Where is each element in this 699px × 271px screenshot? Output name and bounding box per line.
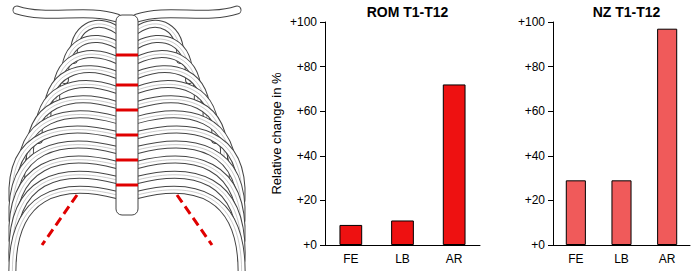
svg-text:AR: AR: [446, 252, 463, 266]
svg-text:+80: +80: [525, 60, 546, 74]
svg-text:+0: +0: [303, 238, 317, 252]
svg-text:+100: +100: [290, 15, 317, 29]
svg-text:+0: +0: [531, 238, 545, 252]
svg-text:FE: FE: [568, 252, 583, 266]
svg-text:+40: +40: [297, 149, 318, 163]
svg-text:NZ T1-T12: NZ T1-T12: [593, 4, 661, 20]
svg-text:+100: +100: [518, 15, 545, 29]
svg-text:LB: LB: [614, 252, 629, 266]
svg-text:+20: +20: [525, 193, 546, 207]
svg-text:+80: +80: [297, 60, 318, 74]
svg-text:+60: +60: [525, 104, 546, 118]
svg-text:Relative change in %: Relative change in %: [269, 72, 284, 195]
svg-text:FE: FE: [343, 252, 358, 266]
svg-text:ROM T1-T12: ROM T1-T12: [367, 4, 449, 20]
svg-text:+20: +20: [297, 193, 318, 207]
svg-text:+40: +40: [525, 149, 546, 163]
svg-text:+60: +60: [297, 104, 318, 118]
svg-text:LB: LB: [395, 252, 410, 266]
svg-text:AR: AR: [659, 252, 676, 266]
